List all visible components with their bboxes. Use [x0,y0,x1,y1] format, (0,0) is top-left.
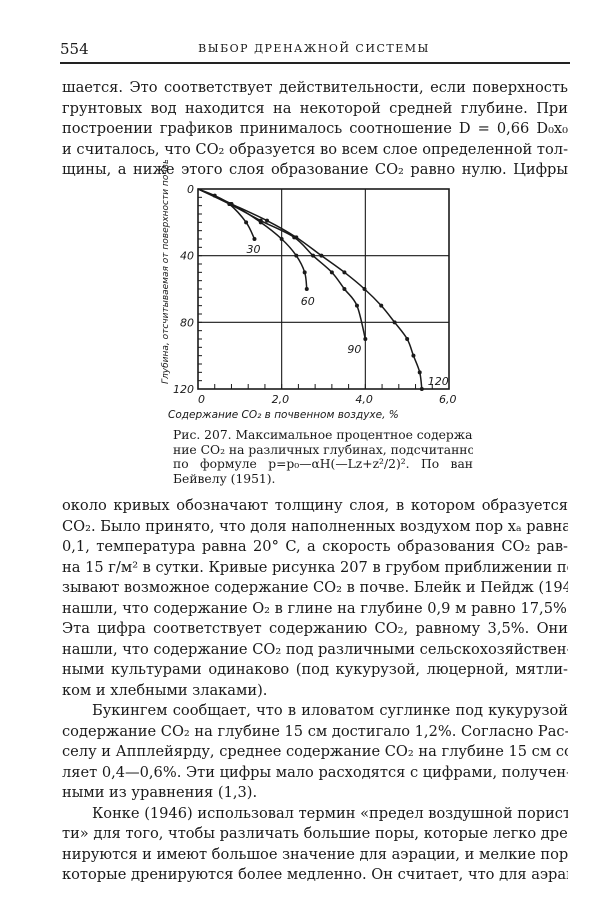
data-point [294,253,299,258]
plot-frame [197,188,450,390]
text-line: ком и хлебными злаками). [62,681,268,699]
data-point [304,287,309,291]
data-point [279,237,284,241]
text-line: щины, а ниже этого слоя образование CO₂ … [62,161,568,178]
data-point [258,218,263,223]
text-line: зывают возможное содержание CO₂ в почве.… [62,579,568,596]
text-line: 0,1, температура равна 20° C, а скорость… [62,538,568,555]
x-tick-label: 6,0 [439,393,457,406]
data-point [362,287,367,291]
paragraph-bottom: около кривых обозначают толщину слоя, в … [62,496,568,886]
data-point [342,270,347,275]
data-point [294,235,299,240]
page-number: 554 [60,40,89,58]
header-rule [60,62,570,64]
text-line: Конке (1946) использовал термин «предел … [92,804,568,822]
text-line: нашли, что содержание CO₂ под различными… [62,640,568,658]
y-tick-label: 80 [180,316,194,329]
x-tick-label: 0 [198,393,205,406]
data-point [244,220,249,225]
y-axis-label: Глубина, отсчитываемая от поверхности по… [161,160,171,384]
data-point [319,253,324,258]
text-line: построении графиков принималось соотноше… [62,120,568,137]
data-point [302,270,307,275]
text-line: Букингем сообщает, что в иловатом суглин… [92,702,568,719]
text-line: Бейвелу (1951). [173,471,276,486]
data-point [411,353,416,358]
series-line-120 [197,188,423,390]
series-label-60: 60 [301,295,315,308]
data-point [329,270,334,275]
data-point [379,303,384,308]
data-point [405,337,410,341]
running-title: ВЫБОР ДРЕНАЖНОЙ СИСТЕМЫ [198,42,430,55]
text-line: нируются и имеют большое значение для аэ… [62,845,568,863]
series-label-120: 120 [428,375,449,388]
text-line: и считалось, что CO₂ образуется во всем … [62,140,568,158]
paragraph-top: шается. Это соответствует действительнос… [62,78,568,181]
figure-207-chart: 0 2,0 4,0 6,0 0 40 80 120 Содержание CO₂ в почве… [161,160,457,421]
x-tick-label: 4,0 [355,393,373,406]
text-line: ляет 0,4—0,6%. Эти цифры мало расходятся… [62,763,568,781]
data-point [311,253,316,258]
y-tick-label: 120 [173,383,194,396]
data-point [363,337,368,341]
text-line: грунтовых вод находится на некоторой сре… [62,99,568,117]
series-line-30 [197,188,256,240]
text-line: по формуле p=p₀—αH(—Lz+z²/2)². По ван [173,457,473,471]
data-point [342,287,347,291]
text-line: ными из уравнения (1,3). [62,784,258,801]
text-line: ние CO₂ на различных глубинах, подсчитан… [173,442,473,457]
figure-caption: Рис. 207. Максимальное процентное содерж… [173,428,473,486]
data-point [354,303,359,308]
y-tick-label: 40 [180,250,194,263]
data-point [392,320,397,325]
text-line: около кривых обозначают толщину слоя, в … [62,497,568,514]
data-point [265,218,270,223]
text-line: селу и Апплейярду, среднее содержание CO… [62,743,568,760]
text-line: на 15 г/м² в сутки. Кривые рисунка 207 в… [62,558,568,576]
data-point [419,387,424,391]
text-line: которые дренируются более медленно. Он с… [62,866,568,883]
data-point [229,202,234,206]
series-line-60 [197,188,308,290]
series-label-90: 90 [347,343,361,356]
y-tick-label: 0 [187,183,194,196]
text-line: Рис. 207. Максимальное процентное содерж… [173,428,473,442]
text-line: ными культурами одинаково (под кукурузой… [62,661,568,678]
x-tick-label: 2,0 [272,393,290,406]
text-line: CO₂. Было принято, что доля наполненных … [62,517,568,535]
text-line: нашли, что содержание O₂ в глине на глуб… [62,599,568,617]
data-point [252,237,257,241]
series-label-30: 30 [246,243,260,256]
text-line: ти» для того, чтобы различать большие по… [62,825,568,842]
text-line: содержание CO₂ на глубине 15 см достигал… [62,722,568,740]
text-line: Эта цифра соответствует содержанию CO₂, … [62,620,568,637]
running-header: 554 ВЫБОР ДРЕНАЖНОЙ СИСТЕМЫ [60,38,568,60]
data-point [417,370,422,375]
text-line: шается. Это соответствует действительнос… [62,79,568,96]
x-axis-label: Содержание CO₂ в почвенном воздухе, % [168,409,399,421]
